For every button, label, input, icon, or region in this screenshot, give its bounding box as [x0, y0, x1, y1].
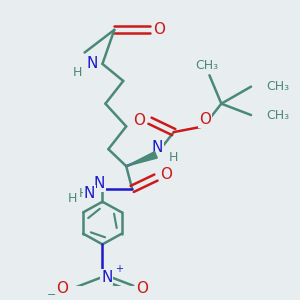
Text: CH₃: CH₃: [195, 59, 218, 72]
Text: O: O: [134, 113, 146, 128]
Text: N: N: [101, 269, 112, 284]
Text: CH₃: CH₃: [266, 109, 289, 122]
Text: O: O: [136, 281, 148, 296]
Text: H: H: [169, 151, 178, 164]
Text: O: O: [56, 281, 68, 296]
Text: H: H: [78, 187, 88, 200]
Text: N: N: [83, 186, 95, 201]
Text: O: O: [153, 22, 165, 37]
Text: H: H: [68, 192, 77, 206]
Text: N: N: [152, 140, 163, 155]
Text: O: O: [160, 167, 172, 182]
Text: N: N: [94, 176, 105, 191]
Text: CH₃: CH₃: [266, 80, 289, 93]
Polygon shape: [126, 152, 157, 166]
Text: +: +: [115, 264, 123, 274]
Text: N: N: [86, 56, 98, 71]
Text: H: H: [73, 66, 82, 79]
Text: O: O: [199, 112, 211, 127]
Text: −: −: [47, 290, 57, 300]
